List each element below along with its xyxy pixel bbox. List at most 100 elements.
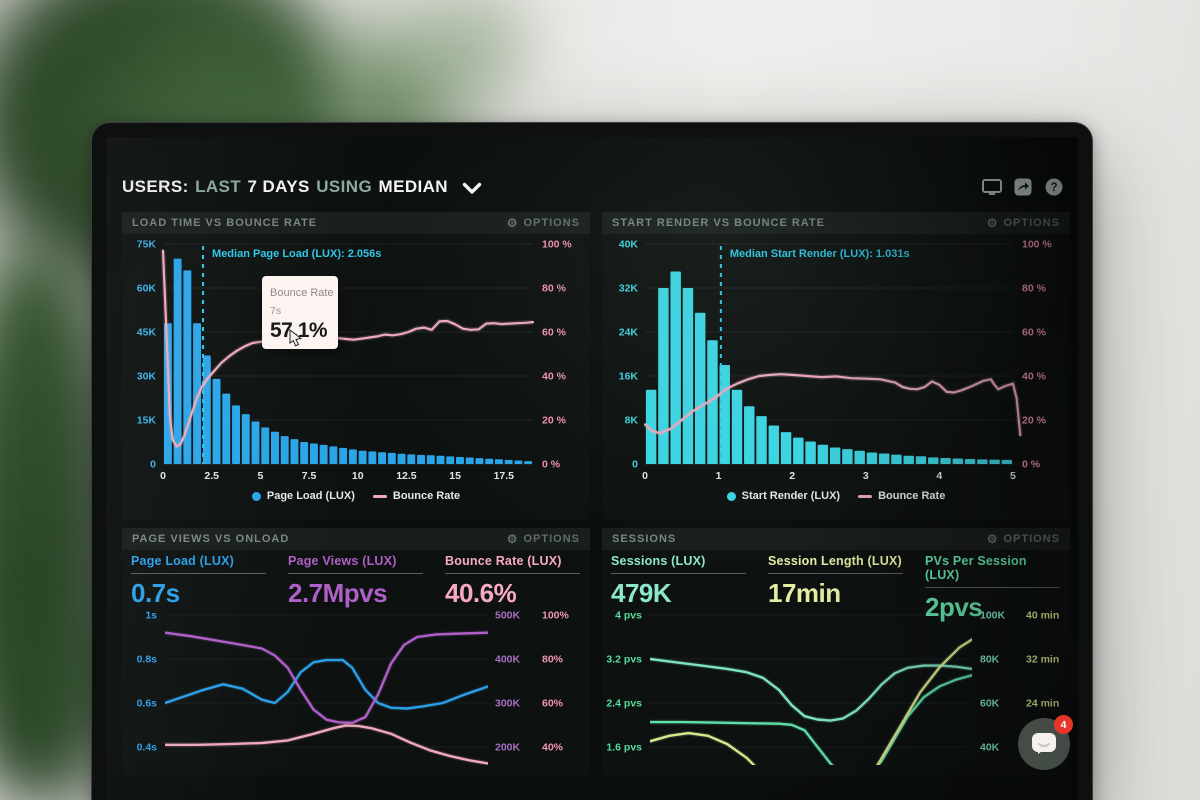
- metric: Page Load (LUX) 0.7s: [131, 554, 266, 609]
- svg-text:0 %: 0 %: [1022, 459, 1041, 471]
- tooltip-value: 57.1%: [270, 319, 328, 342]
- metric: PVs Per Session (LUX) 2pvs: [925, 554, 1060, 623]
- svg-text:0: 0: [160, 470, 166, 482]
- svg-text:1: 1: [716, 470, 722, 482]
- svg-text:32K: 32K: [619, 283, 639, 295]
- gear-icon: ⚙: [986, 216, 999, 230]
- panel-title: START RENDER VS BOUNCE RATE: [612, 217, 825, 229]
- chart-canvas-start-render[interactable]: 40K 100 % 32K 80 % 24K 60 % 16K 40 % 8K 20 % 0 0 % 0…: [602, 212, 1070, 520]
- options-button[interactable]: ⚙ OPTIONS: [987, 532, 1060, 546]
- svg-text:40 %: 40 %: [1022, 371, 1047, 383]
- svg-text:100 %: 100 %: [542, 239, 572, 251]
- panel-title: SESSIONS: [612, 533, 677, 545]
- svg-text:20 %: 20 %: [1022, 415, 1047, 427]
- options-button[interactable]: ⚙ OPTIONS: [507, 216, 580, 230]
- svg-text:100 %: 100 %: [1022, 239, 1052, 251]
- svg-text:40 %: 40 %: [542, 371, 567, 383]
- svg-text:60K: 60K: [980, 698, 1000, 710]
- svg-text:0.8s: 0.8s: [137, 653, 158, 665]
- svg-text:300K: 300K: [495, 698, 521, 710]
- help-icon[interactable]: ?: [1044, 177, 1064, 197]
- svg-text:0.6s: 0.6s: [137, 698, 158, 710]
- svg-text:2.5: 2.5: [204, 470, 219, 482]
- legend-item[interactable]: Bounce Rate: [858, 490, 945, 502]
- metric-label: Session Length (LUX): [768, 554, 903, 574]
- share-icon[interactable]: [1013, 177, 1033, 197]
- panel-load-time-vs-bounce-rate: LOAD TIME VS BOUNCE RATE ⚙ OPTIONS 75K 10…: [122, 212, 590, 520]
- svg-text:100K: 100K: [980, 610, 1006, 622]
- svg-text:15: 15: [449, 470, 461, 482]
- options-label: OPTIONS: [523, 217, 580, 229]
- chart-canvas-load-time[interactable]: 75K 100 % 60K 80 % 45K 60 % 30K 40 % 15K 20 % 0 0 %…: [122, 212, 590, 520]
- svg-text:12.5: 12.5: [396, 470, 417, 482]
- svg-text:5: 5: [257, 470, 263, 482]
- gear-icon: ⚙: [506, 532, 519, 546]
- legend-line-marker: [372, 494, 387, 498]
- svg-text:32 min: 32 min: [1026, 653, 1059, 665]
- title-part: MEDIAN: [378, 177, 448, 196]
- panel-header: PAGE VIEWS VS ONLOAD ⚙ OPTIONS: [122, 528, 590, 550]
- title-part: LAST: [195, 177, 242, 196]
- metrics-row: Sessions (LUX) 479K Session Length (LUX) 17…: [611, 554, 1060, 623]
- svg-text:80 %: 80 %: [542, 283, 567, 295]
- chat-bubble-icon: [1032, 733, 1056, 754]
- svg-text:0 %: 0 %: [542, 459, 561, 471]
- mouse-cursor-icon: [289, 329, 303, 347]
- legend-line-marker: [858, 494, 873, 498]
- svg-text:40K: 40K: [619, 239, 639, 251]
- panel-sessions: SESSIONS ⚙ OPTIONS Sessions (LUX) 479K Ses…: [602, 528, 1070, 775]
- metric: Page Views (LUX) 2.7Mpvs: [288, 554, 423, 609]
- gear-icon: ⚙: [986, 532, 999, 546]
- chat-widget-button[interactable]: 4: [1018, 715, 1073, 770]
- svg-text:60 %: 60 %: [1022, 327, 1047, 339]
- laptop: USERS: LAST 7 DAYS USING MEDIAN ? L: [92, 123, 1092, 800]
- options-label: OPTIONS: [1003, 217, 1060, 229]
- svg-text:200K: 200K: [495, 741, 521, 753]
- legend-item[interactable]: Bounce Rate: [372, 490, 460, 502]
- options-label: OPTIONS: [1003, 533, 1060, 545]
- tooltip-subtitle: 7s: [270, 305, 282, 317]
- metric-value: 40.6%: [445, 578, 517, 608]
- title-part: USING: [316, 177, 373, 196]
- metric: Sessions (LUX) 479K: [611, 554, 746, 623]
- svg-text:24K: 24K: [619, 327, 639, 339]
- svg-text:5: 5: [1010, 470, 1016, 482]
- tooltip-title: Bounce Rate: [270, 287, 334, 299]
- svg-text:?: ?: [1050, 182, 1057, 194]
- svg-text:1s: 1s: [145, 610, 157, 622]
- legend-item[interactable]: Start Render (LUX): [726, 490, 840, 502]
- metric: Bounce Rate (LUX) 40.6%: [445, 554, 580, 609]
- chart-legend: Start Render (LUX) Bounce Rate: [602, 490, 1070, 502]
- svg-text:2.4 pvs: 2.4 pvs: [606, 698, 642, 710]
- svg-text:24 min: 24 min: [1026, 698, 1059, 710]
- panel-header: START RENDER VS BOUNCE RATE ⚙ OPTIONS: [602, 212, 1070, 234]
- metric-label: Bounce Rate (LUX): [445, 554, 580, 574]
- metric-value: 479K: [611, 578, 672, 608]
- title-part: USERS:: [122, 177, 189, 196]
- svg-text:100%: 100%: [542, 610, 570, 622]
- svg-text:1.6 pvs: 1.6 pvs: [606, 741, 642, 753]
- chevron-down-icon: [462, 182, 482, 194]
- legend-item[interactable]: Page Load (LUX): [251, 490, 355, 502]
- metric-label: Page Views (LUX): [288, 554, 423, 574]
- svg-text:80K: 80K: [980, 653, 1000, 665]
- panel-header: LOAD TIME VS BOUNCE RATE ⚙ OPTIONS: [122, 212, 590, 234]
- svg-text:7.5: 7.5: [302, 470, 317, 482]
- options-button[interactable]: ⚙ OPTIONS: [987, 216, 1060, 230]
- metrics-row: Page Load (LUX) 0.7s Page Views (LUX) 2.7Mp…: [131, 554, 580, 609]
- svg-text:500K: 500K: [495, 610, 521, 622]
- display-icon[interactable]: [982, 177, 1002, 197]
- svg-text:17.5: 17.5: [494, 470, 515, 482]
- hover-tooltip: Bounce Rate 7s 57.1%: [262, 276, 338, 349]
- svg-text:8K: 8K: [625, 415, 639, 427]
- chart-canvas-page-views[interactable]: 1s 0.8s 0.6s 0.4s 500K 400K 300K 200K 100% 80% 60%…: [122, 528, 590, 775]
- dataset-selector[interactable]: USERS: LAST 7 DAYS USING MEDIAN: [122, 173, 482, 201]
- metric-value: 0.7s: [131, 578, 180, 608]
- svg-text:2: 2: [789, 470, 795, 482]
- chart-canvas-sessions[interactable]: 4 pvs 3.2 pvs 2.4 pvs 1.6 pvs 100K 80K 60K 40K 4…: [602, 528, 1070, 775]
- svg-text:4: 4: [936, 470, 942, 482]
- options-button[interactable]: ⚙ OPTIONS: [507, 532, 580, 546]
- svg-text:Median Page Load (LUX): 2.056s: Median Page Load (LUX): 2.056s: [212, 248, 381, 260]
- legend-label: Page Load (LUX): [266, 490, 355, 502]
